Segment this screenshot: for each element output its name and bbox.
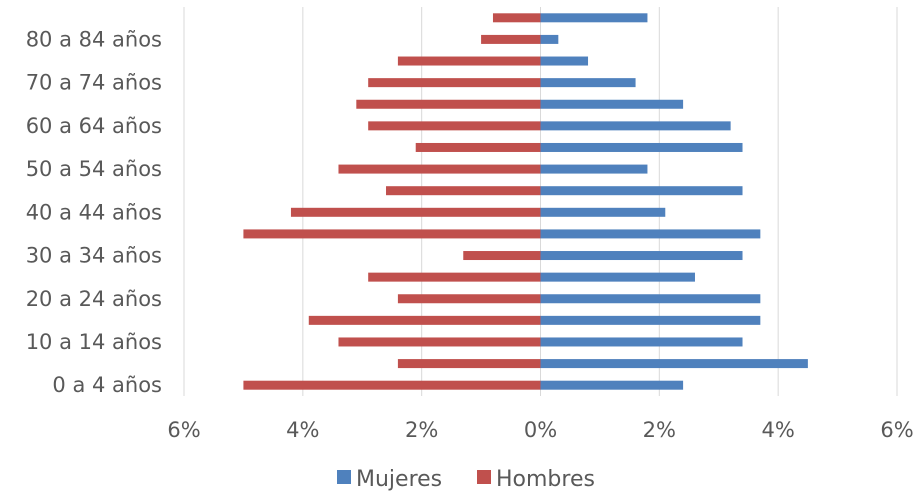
x-tick-labels: 6% 4% 2% 0% 2% 4% 6% xyxy=(167,418,913,442)
bar-mujeres-3 xyxy=(540,315,761,325)
bar-mujeres-9 xyxy=(540,186,743,196)
legend-swatch-hombres xyxy=(477,470,491,484)
x-tick-label-0: 6% xyxy=(167,418,200,442)
category-label-2: 10 a 14 años xyxy=(26,330,162,354)
category-label-10: 50 a 54 años xyxy=(26,157,162,181)
bar-mujeres-15 xyxy=(540,56,589,66)
gridlines xyxy=(183,7,898,396)
bar-hombres-15 xyxy=(397,56,541,66)
bar-hombres-2 xyxy=(338,337,541,347)
legend-label-hombres: Hombres xyxy=(496,467,595,492)
x-tick-label-6: 6% xyxy=(880,418,913,442)
bar-hombres-0 xyxy=(243,380,541,390)
bar-mujeres-8 xyxy=(540,207,666,217)
bar-hombres-1 xyxy=(397,359,541,369)
bar-mujeres-10 xyxy=(540,164,648,174)
bar-hombres-8 xyxy=(290,207,541,217)
x-tick-label-3: 0% xyxy=(524,418,557,442)
bar-hombres-17 xyxy=(492,13,541,23)
bars xyxy=(243,13,808,390)
bar-hombres-13 xyxy=(356,99,541,109)
category-label-8: 40 a 44 años xyxy=(26,200,162,224)
bar-hombres-14 xyxy=(368,78,541,88)
category-label-16: 80 a 84 años xyxy=(26,27,162,51)
bar-mujeres-5 xyxy=(540,272,695,282)
bar-hombres-12 xyxy=(368,121,541,131)
bar-mujeres-17 xyxy=(540,13,648,23)
bar-mujeres-6 xyxy=(540,251,743,261)
bar-hombres-10 xyxy=(338,164,541,174)
legend-swatch-mujeres xyxy=(337,470,351,484)
category-label-12: 60 a 64 años xyxy=(26,114,162,138)
bar-mujeres-7 xyxy=(540,229,761,239)
category-label-6: 30 a 34 años xyxy=(26,244,162,268)
category-labels: 0 a 4 años 10 a 14 años 20 a 24 años 30 a 3… xyxy=(26,27,162,397)
category-label-14: 70 a 74 años xyxy=(26,71,162,95)
bar-hombres-5 xyxy=(368,272,541,282)
bar-hombres-11 xyxy=(415,142,541,152)
bar-mujeres-12 xyxy=(540,121,731,131)
x-tick-label-1: 4% xyxy=(286,418,319,442)
bar-hombres-7 xyxy=(243,229,541,239)
bar-mujeres-2 xyxy=(540,337,743,347)
bar-hombres-9 xyxy=(386,186,541,196)
bar-mujeres-14 xyxy=(540,78,636,88)
x-tick-label-5: 4% xyxy=(762,418,795,442)
bar-mujeres-1 xyxy=(540,359,808,369)
bar-hombres-4 xyxy=(397,294,541,304)
x-tick-label-4: 2% xyxy=(643,418,676,442)
x-tick-label-2: 2% xyxy=(405,418,438,442)
category-label-4: 20 a 24 años xyxy=(26,287,162,311)
legend: Mujeres Hombres xyxy=(337,467,595,492)
bar-hombres-6 xyxy=(463,251,541,261)
legend-label-mujeres: Mujeres xyxy=(356,467,442,492)
bar-hombres-3 xyxy=(308,315,541,325)
bar-mujeres-11 xyxy=(540,142,743,152)
bar-hombres-16 xyxy=(481,34,541,44)
bar-mujeres-4 xyxy=(540,294,761,304)
bar-mujeres-13 xyxy=(540,99,684,109)
bar-mujeres-0 xyxy=(540,380,684,390)
bar-mujeres-16 xyxy=(540,34,559,44)
category-label-0: 0 a 4 años xyxy=(52,373,162,397)
